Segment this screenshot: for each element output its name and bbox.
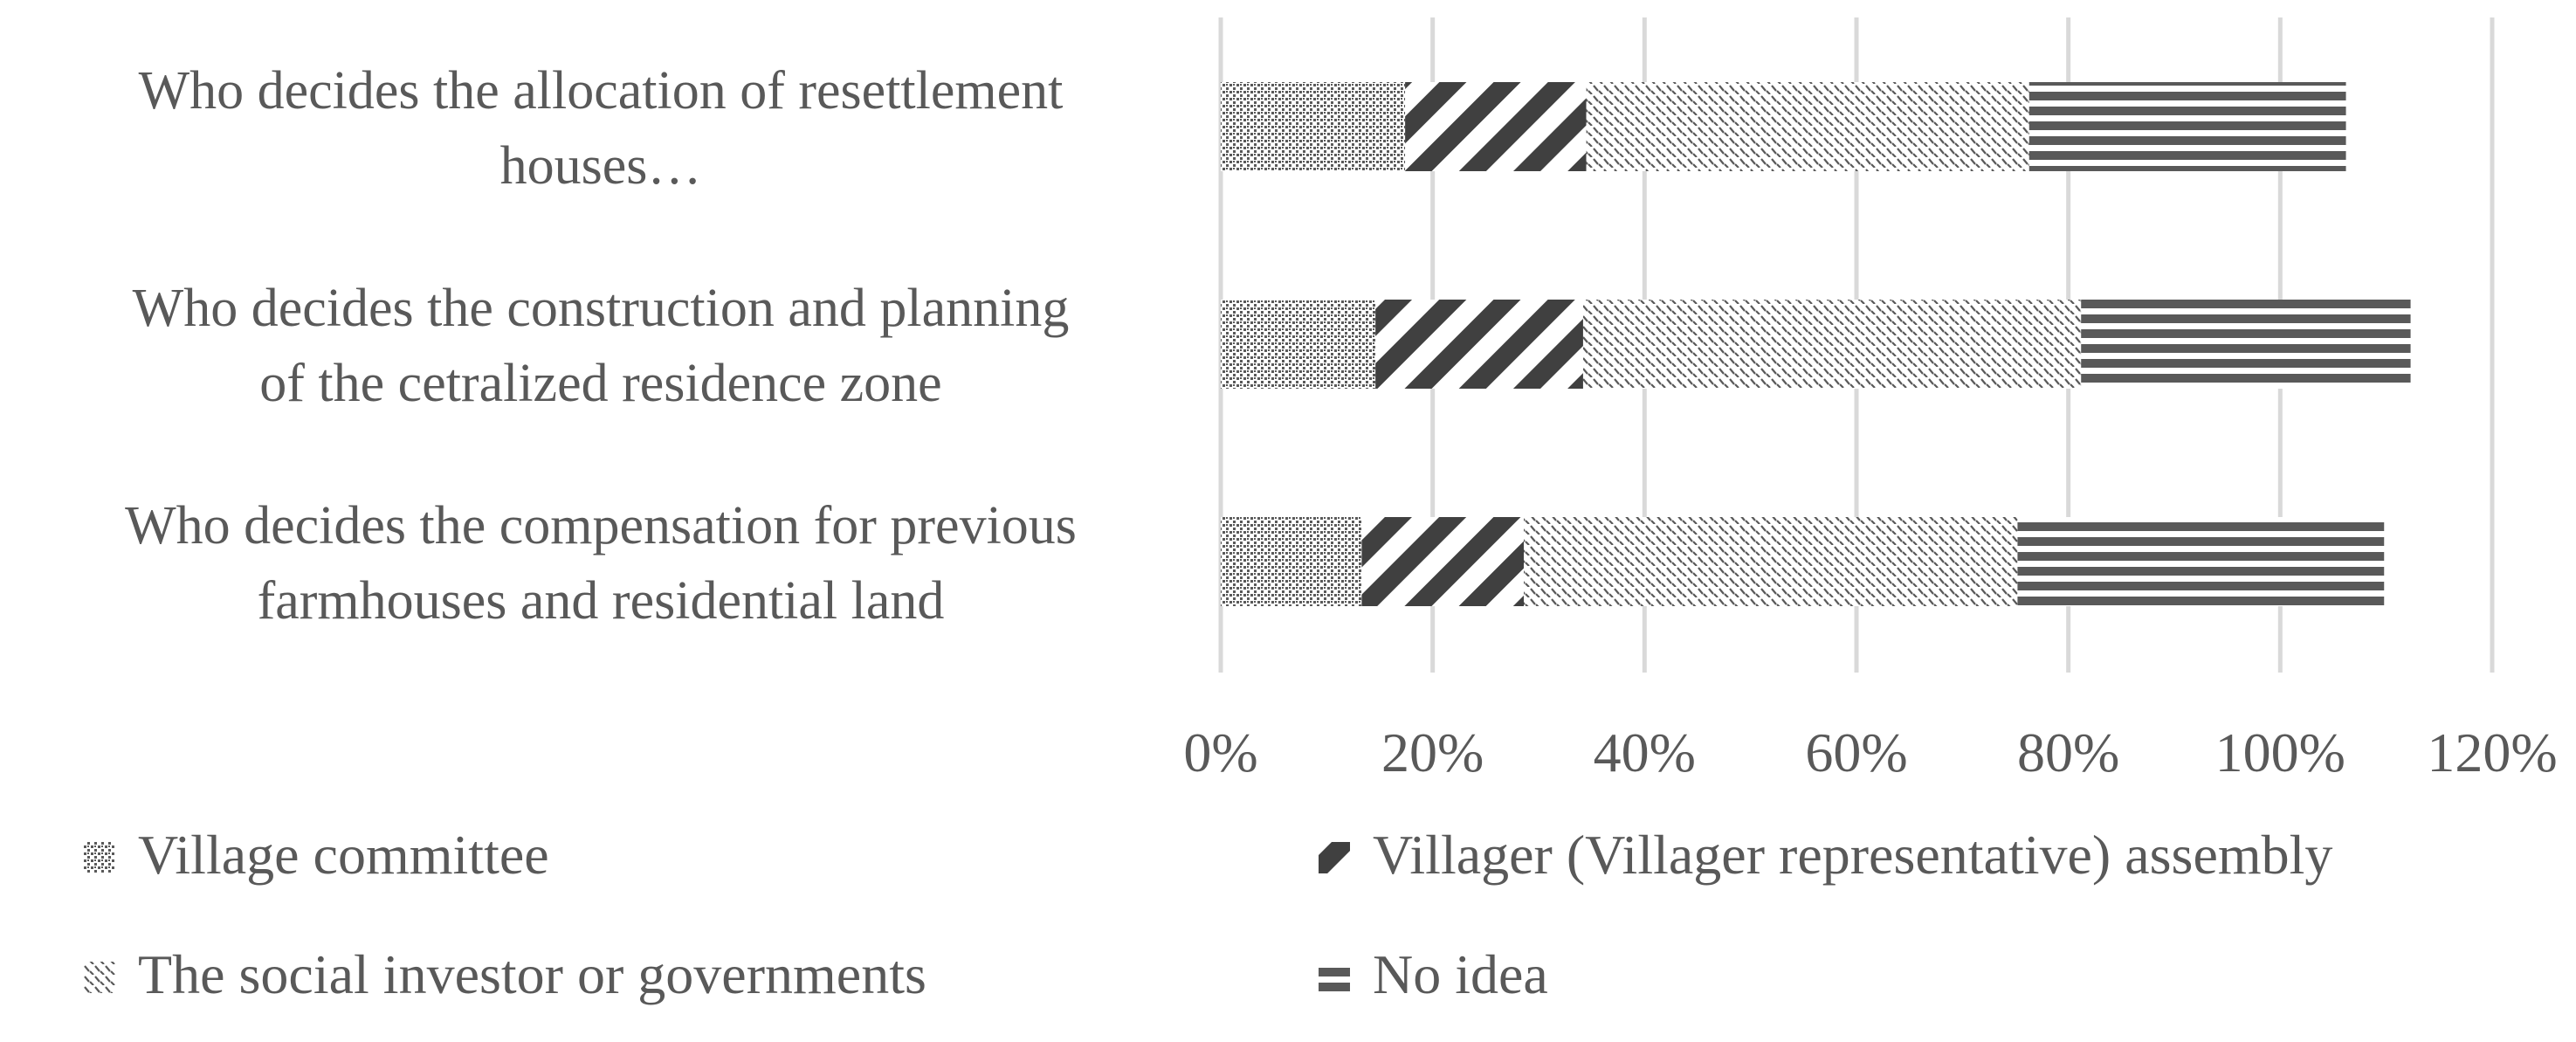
category-labels: Who decides the allocation of resettleme… — [125, 61, 1077, 631]
legend-swatch — [84, 842, 115, 873]
legend: Village committee Villager (Villager repr… — [84, 824, 2332, 1005]
x-tick-label: 60% — [1805, 721, 1907, 783]
category-label-1: Who decides the allocation of resettleme… — [139, 61, 1064, 196]
x-axis-tick-labels: 0% 20% 40% 60% 80% 100% 120% — [1183, 721, 2557, 783]
legend-item-the-social-investor-or-governments: The social investor or governments — [84, 943, 926, 1005]
x-tick-label: 20% — [1381, 721, 1484, 783]
bar-villager-villager-representative-assembly-row-3 — [1361, 517, 1525, 606]
legend-label: Village committee — [138, 824, 549, 886]
bar-village-committee-row-3 — [1221, 517, 1362, 606]
bar-the-social-investor-or-governments-row-2 — [1582, 300, 2082, 389]
bar-village-committee-row-1 — [1221, 82, 1406, 171]
legend-swatch — [1319, 842, 1350, 873]
x-tick-label: 100% — [2215, 721, 2345, 783]
bars — [1221, 82, 2411, 606]
legend-swatch — [1319, 962, 1350, 993]
category-label-2: Who decides the construction and plannin… — [133, 279, 1070, 413]
bar-villager-villager-representative-assembly-row-1 — [1405, 82, 1587, 171]
bar-villager-villager-representative-assembly-row-2 — [1375, 300, 1583, 389]
bar-village-committee-row-2 — [1221, 300, 1376, 389]
bar-the-social-investor-or-governments-row-1 — [1586, 82, 2029, 171]
x-tick-label: 0% — [1183, 721, 1257, 783]
bar-the-social-investor-or-governments-row-3 — [1524, 517, 2018, 606]
legend-swatch — [84, 962, 115, 993]
category-label-3: Who decides the compensation for previou… — [125, 496, 1077, 631]
legend-item-no-idea: No idea — [1319, 943, 1548, 1005]
bar-no-idea-row-1 — [2028, 82, 2346, 171]
legend-label: Villager (Villager representative) assem… — [1373, 824, 2332, 886]
bar-no-idea-row-3 — [2017, 517, 2385, 606]
legend-item-village-committee: Village committee — [84, 824, 549, 886]
x-tick-label: 120% — [2427, 721, 2557, 783]
x-tick-label: 40% — [1594, 721, 1696, 783]
x-tick-label: 80% — [2017, 721, 2119, 783]
legend-label: The social investor or governments — [138, 943, 926, 1005]
bar-no-idea-row-2 — [2081, 300, 2411, 389]
legend-label: No idea — [1373, 943, 1548, 1005]
legend-item-villager-villager-representative-assembly: Villager (Villager representative) assem… — [1319, 824, 2332, 886]
